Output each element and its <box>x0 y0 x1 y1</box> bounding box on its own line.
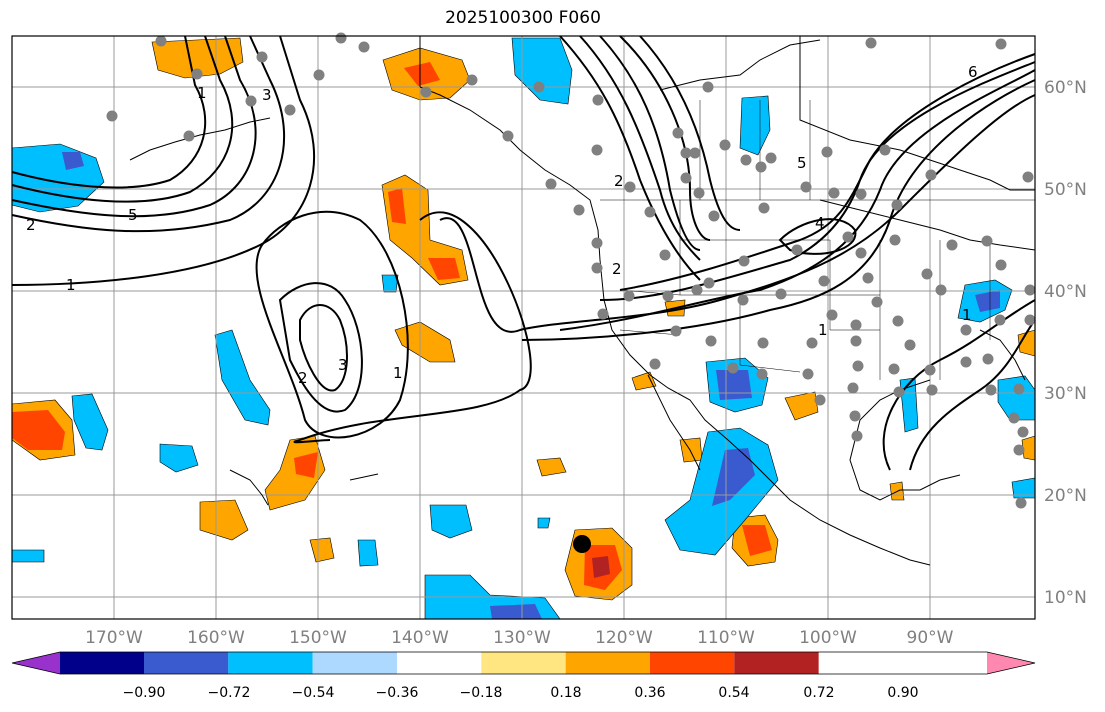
colorbar-label: 0.72 <box>803 685 834 701</box>
height-contours <box>11 35 1036 471</box>
colorbar-segment <box>228 652 313 674</box>
colorbar-segment <box>396 652 482 674</box>
lon-label: 150°W <box>289 628 347 648</box>
colorbar-label: −0.54 <box>292 685 335 701</box>
contour-label: 2 <box>26 216 36 234</box>
contour-label: 2 <box>612 260 622 278</box>
lon-label: 90°W <box>907 628 954 648</box>
colorbar-segment <box>60 652 144 674</box>
colorbar-segment <box>565 652 650 674</box>
lat-label: 50°N <box>1044 180 1087 200</box>
contour-label: 1 <box>393 364 403 382</box>
lat-tick-labels: 60°N 50°N 40°N 30°N 20°N 10°N <box>1044 78 1087 608</box>
colorbar-tick-labels: −0.90 −0.72 −0.54 −0.36 −0.18 0.18 0.36 … <box>123 685 919 701</box>
lon-label: 140°W <box>391 628 449 648</box>
colorbar-segment <box>734 652 819 674</box>
lat-label: 40°N <box>1044 282 1087 302</box>
colorbar-label: 0.18 <box>550 685 581 701</box>
lat-label: 30°N <box>1044 384 1087 404</box>
contour-label: 6 <box>968 63 978 81</box>
colorbar-extend-high <box>987 652 1035 674</box>
colorbar-segment <box>649 652 735 674</box>
contour-label: 3 <box>262 86 272 104</box>
lon-label: 100°W <box>799 628 857 648</box>
colorbar-label: −0.18 <box>460 685 503 701</box>
lat-label: 10°N <box>1044 588 1087 608</box>
colorbar-label: 0.36 <box>634 685 665 701</box>
lon-label: 130°W <box>493 628 551 648</box>
contour-label: 2 <box>614 172 624 190</box>
plot-frame <box>11 35 1036 620</box>
lon-label: 110°W <box>697 628 755 648</box>
contour-label: 3 <box>338 356 348 374</box>
colorbar-segment <box>481 652 566 674</box>
station-markers <box>106 32 1036 509</box>
colorbar-label: −0.36 <box>376 685 419 701</box>
contour-label: 1 <box>197 84 207 102</box>
colorbar-segment <box>312 652 397 674</box>
coastlines <box>129 36 1036 566</box>
lat-label: 20°N <box>1044 486 1087 506</box>
storm-center-marker <box>573 535 591 553</box>
contour-label: 4 <box>815 214 825 232</box>
colorbar <box>11 651 1036 675</box>
lon-label: 160°W <box>187 628 245 648</box>
contour-label: 5 <box>797 154 807 172</box>
lon-label: 170°W <box>85 628 143 648</box>
colorbar-label: −0.72 <box>208 685 251 701</box>
lat-lon-grid <box>12 36 1035 619</box>
contour-label: 2 <box>298 369 308 387</box>
colorbar-label: 0.90 <box>887 685 918 701</box>
colorbar-label: −0.90 <box>123 685 166 701</box>
contour-label: 1 <box>66 276 76 294</box>
contour-label: 1 <box>818 321 828 339</box>
lat-label: 60°N <box>1044 78 1087 98</box>
contour-label: 5 <box>128 206 138 224</box>
colorbar-extend-low <box>12 652 60 674</box>
colorbar-segment <box>144 652 229 674</box>
map-title: 2025100300 F060 <box>445 8 601 28</box>
lon-tick-labels: 170°W 160°W 150°W 140°W 130°W 120°W 110°… <box>85 628 954 648</box>
lon-label: 120°W <box>595 628 653 648</box>
contour-labels: 1 2 3 5 1 2 3 1 2 4 1 6 1 2 5 <box>26 63 978 387</box>
colorbar-label: 0.54 <box>718 685 749 701</box>
contour-label: 1 <box>962 306 972 324</box>
